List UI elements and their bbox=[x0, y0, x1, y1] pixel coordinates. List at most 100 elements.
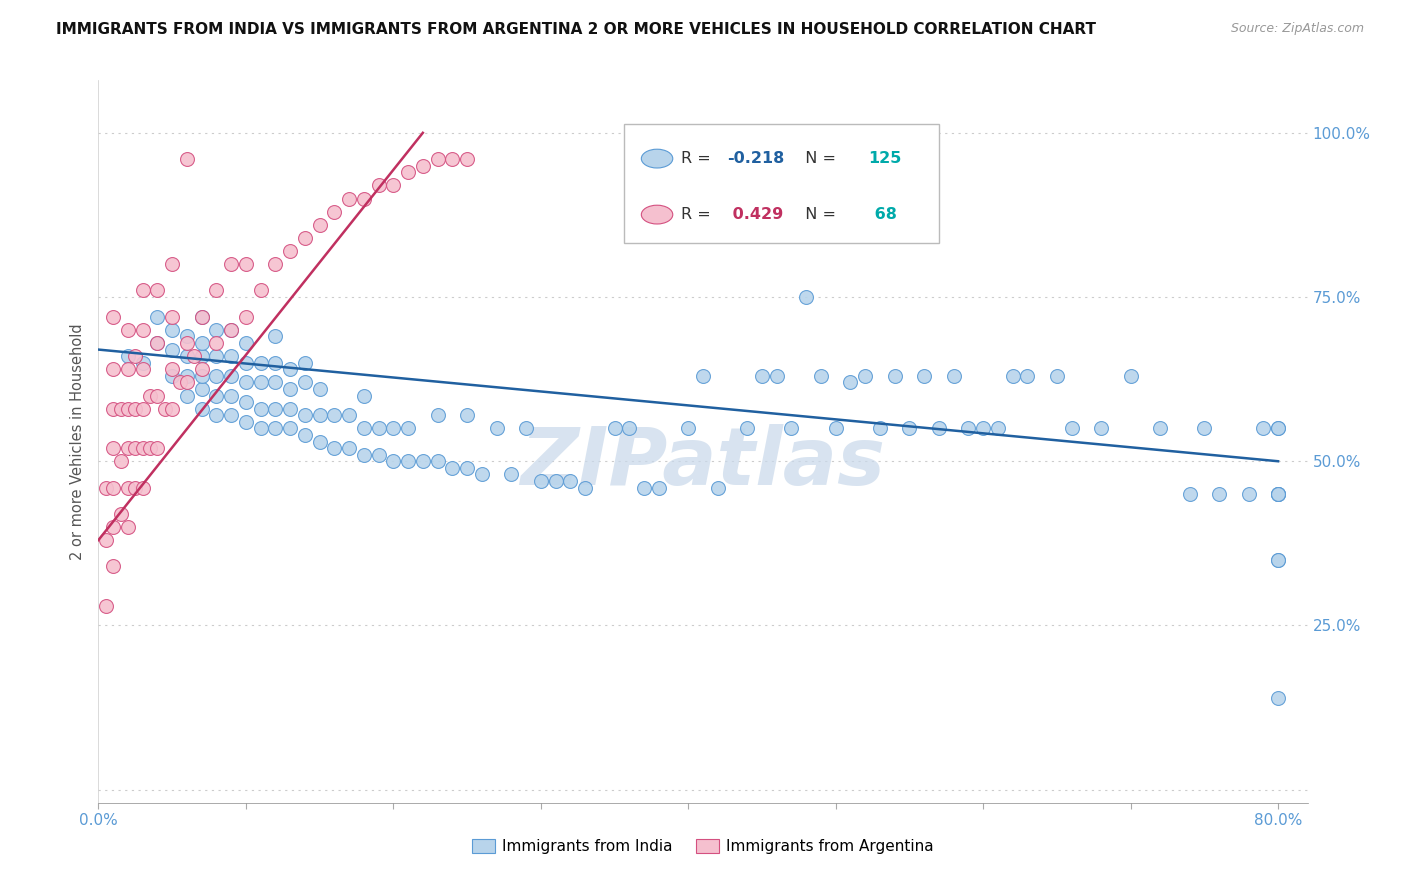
Point bbox=[160, 343, 183, 357]
Point bbox=[441, 460, 464, 475]
Point bbox=[160, 401, 183, 416]
Point bbox=[1017, 368, 1039, 383]
Point bbox=[426, 409, 449, 423]
Point bbox=[160, 368, 183, 383]
Point bbox=[249, 421, 271, 435]
Point bbox=[530, 474, 553, 488]
Point bbox=[456, 152, 478, 166]
Point bbox=[544, 474, 567, 488]
Point bbox=[560, 474, 582, 488]
Point bbox=[146, 441, 169, 455]
Point bbox=[294, 409, 316, 423]
Text: IMMIGRANTS FROM INDIA VS IMMIGRANTS FROM ARGENTINA 2 OR MORE VEHICLES IN HOUSEHO: IMMIGRANTS FROM INDIA VS IMMIGRANTS FROM… bbox=[56, 22, 1097, 37]
Point bbox=[176, 376, 198, 390]
Point bbox=[367, 178, 389, 193]
Point bbox=[1267, 487, 1289, 501]
Point bbox=[1267, 553, 1289, 567]
Point bbox=[190, 401, 212, 416]
Point bbox=[824, 421, 846, 435]
Text: N =: N = bbox=[794, 151, 841, 166]
Point bbox=[353, 421, 375, 435]
Point bbox=[1237, 487, 1260, 501]
Point bbox=[396, 454, 419, 468]
Point bbox=[219, 388, 242, 402]
Point bbox=[353, 388, 375, 402]
Point bbox=[1253, 421, 1275, 435]
Point bbox=[898, 421, 921, 435]
Point bbox=[176, 388, 198, 402]
Point bbox=[131, 323, 153, 337]
Point bbox=[190, 336, 212, 351]
Point bbox=[574, 481, 596, 495]
Point bbox=[176, 349, 198, 363]
Point bbox=[117, 520, 139, 534]
Point bbox=[633, 481, 655, 495]
Point bbox=[396, 421, 419, 435]
Point bbox=[117, 481, 139, 495]
Point bbox=[1194, 421, 1216, 435]
Point bbox=[131, 284, 153, 298]
Point bbox=[235, 415, 257, 429]
Point bbox=[139, 388, 162, 402]
Point bbox=[1267, 690, 1289, 705]
Point bbox=[751, 368, 773, 383]
Point bbox=[515, 421, 537, 435]
Point bbox=[176, 152, 198, 166]
Point bbox=[412, 454, 434, 468]
Point bbox=[205, 368, 228, 383]
Point bbox=[205, 388, 228, 402]
Point bbox=[323, 409, 346, 423]
Point bbox=[219, 368, 242, 383]
Point bbox=[183, 349, 205, 363]
Point bbox=[323, 204, 346, 219]
Point bbox=[1267, 421, 1289, 435]
Point bbox=[139, 441, 162, 455]
Point bbox=[219, 323, 242, 337]
Point bbox=[101, 401, 124, 416]
Point bbox=[117, 441, 139, 455]
Point bbox=[1001, 368, 1024, 383]
Point bbox=[426, 454, 449, 468]
Point bbox=[131, 441, 153, 455]
Point bbox=[603, 421, 626, 435]
Point bbox=[190, 310, 212, 324]
Point bbox=[176, 368, 198, 383]
Point bbox=[794, 290, 817, 304]
Point bbox=[176, 329, 198, 343]
Point bbox=[124, 349, 146, 363]
Point bbox=[101, 441, 124, 455]
Point bbox=[735, 421, 758, 435]
Point bbox=[869, 421, 891, 435]
Point bbox=[382, 178, 405, 193]
Point bbox=[1149, 421, 1171, 435]
Point bbox=[146, 388, 169, 402]
Point bbox=[1178, 487, 1201, 501]
Point bbox=[1208, 487, 1230, 501]
Point bbox=[987, 421, 1010, 435]
Point bbox=[235, 310, 257, 324]
Point bbox=[323, 441, 346, 455]
Point bbox=[146, 310, 169, 324]
Point bbox=[485, 421, 508, 435]
Point bbox=[619, 421, 641, 435]
Point bbox=[648, 481, 671, 495]
Point bbox=[160, 362, 183, 376]
Point bbox=[190, 368, 212, 383]
Point bbox=[382, 454, 405, 468]
Point bbox=[205, 323, 228, 337]
Point bbox=[382, 421, 405, 435]
Point bbox=[942, 368, 965, 383]
Point bbox=[264, 329, 287, 343]
Point bbox=[396, 165, 419, 179]
Point bbox=[692, 368, 714, 383]
Point bbox=[124, 441, 146, 455]
Point bbox=[160, 257, 183, 271]
Point bbox=[456, 460, 478, 475]
Point bbox=[101, 559, 124, 574]
Point bbox=[810, 368, 832, 383]
Point bbox=[308, 434, 330, 449]
Point bbox=[131, 481, 153, 495]
Text: ZIPatlas: ZIPatlas bbox=[520, 425, 886, 502]
Point bbox=[205, 336, 228, 351]
Point bbox=[110, 401, 132, 416]
